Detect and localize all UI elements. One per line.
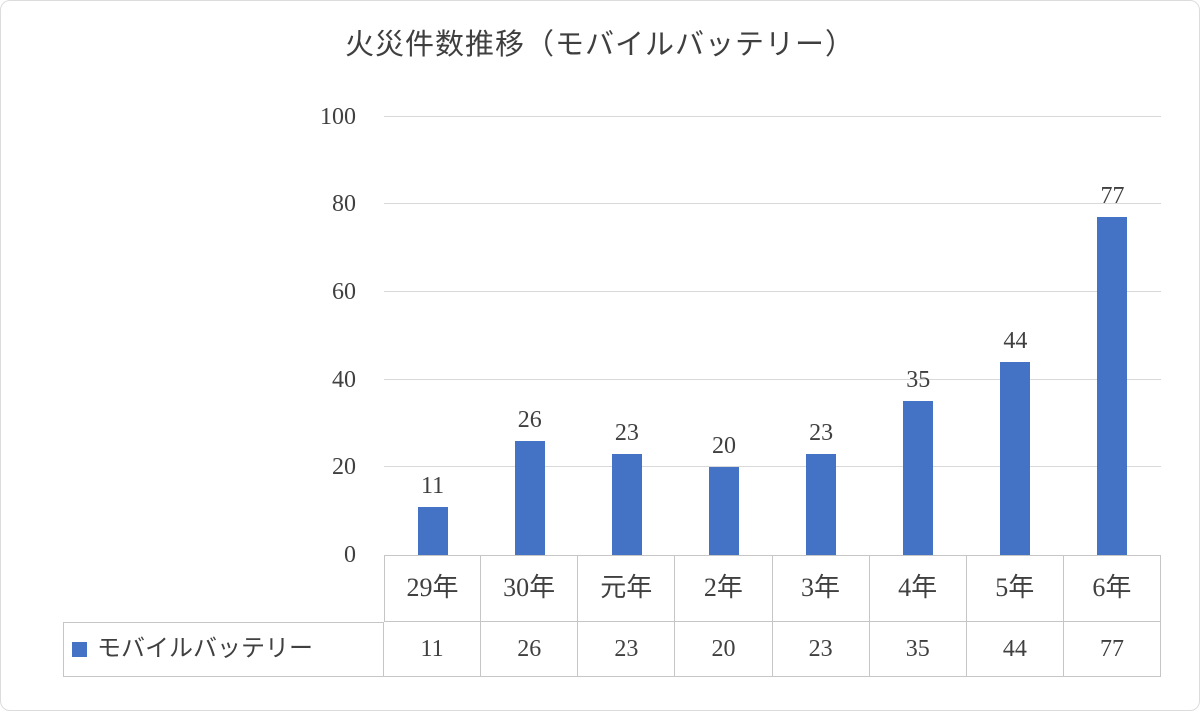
gridline bbox=[384, 115, 1161, 117]
category-label: 3年 bbox=[772, 554, 870, 622]
gridline bbox=[384, 203, 1161, 205]
y-tick-label: 80 bbox=[332, 191, 356, 218]
bar bbox=[903, 401, 934, 555]
category-label: 5年 bbox=[966, 554, 1064, 622]
bar-data-label: 11 bbox=[421, 472, 445, 499]
bar-data-label: 26 bbox=[517, 406, 542, 433]
table-value: 26 bbox=[481, 621, 579, 677]
table-value: 44 bbox=[966, 621, 1064, 677]
bar bbox=[806, 453, 837, 555]
table-value: 20 bbox=[675, 621, 773, 677]
plot-row: 0 20 40 60 80 100 11 26 23 20 23 35 44 77 bbox=[63, 105, 1161, 567]
bar bbox=[611, 453, 642, 555]
bar-column: 23 bbox=[773, 117, 870, 555]
table-value: 35 bbox=[869, 621, 967, 677]
table-corner-empty bbox=[63, 555, 384, 622]
data-table: 29年 30年 元年 2年 3年 4年 5年 6年 モバイルバッテリー 11 26 23 20 23 35 4… bbox=[63, 554, 1161, 677]
bar-data-label: 23 bbox=[809, 419, 834, 446]
y-axis: 0 20 40 60 80 100 bbox=[63, 105, 384, 567]
y-tick-label: 100 bbox=[320, 103, 356, 130]
bar bbox=[708, 467, 739, 555]
y-tick-label: 0 bbox=[344, 541, 356, 568]
table-value: 77 bbox=[1063, 621, 1161, 677]
gridline bbox=[384, 290, 1161, 292]
legend-swatch-icon bbox=[72, 641, 87, 657]
gridline bbox=[384, 378, 1161, 380]
category-label: 30年 bbox=[481, 554, 579, 622]
bar-column: 77 bbox=[1064, 117, 1161, 555]
chart-title: 火災件数推移（モバイルバッテリー） bbox=[344, 29, 855, 61]
bar bbox=[1000, 361, 1031, 555]
category-label: 2年 bbox=[675, 554, 773, 622]
category-label: 元年 bbox=[578, 554, 676, 622]
table-value: 11 bbox=[384, 621, 482, 677]
bar bbox=[514, 440, 545, 555]
chart-body: 0 20 40 60 80 100 11 26 23 20 23 35 44 77 29年 30年 元年 2年… bbox=[63, 105, 1161, 677]
bar-column: 44 bbox=[967, 117, 1064, 555]
y-tick-label: 60 bbox=[332, 278, 356, 305]
table-value: 23 bbox=[578, 621, 676, 677]
bar-column: 26 bbox=[481, 117, 578, 555]
bar-data-label: 77 bbox=[1100, 183, 1125, 210]
gridline bbox=[384, 466, 1161, 468]
bar-column: 35 bbox=[870, 117, 967, 555]
category-label: 6年 bbox=[1063, 554, 1161, 622]
table-value: 23 bbox=[772, 621, 870, 677]
bar-column: 20 bbox=[675, 117, 772, 555]
legend-cell: モバイルバッテリー bbox=[63, 621, 384, 677]
y-tick-label: 20 bbox=[332, 454, 356, 481]
bar-data-label: 23 bbox=[614, 419, 639, 446]
bar bbox=[1097, 217, 1128, 555]
bar-data-label: 20 bbox=[711, 433, 736, 460]
category-label: 29年 bbox=[384, 554, 482, 622]
bar-column: 23 bbox=[578, 117, 675, 555]
legend-series-name: モバイルバッテリー bbox=[97, 636, 313, 663]
plot-area: 11 26 23 20 23 35 44 77 bbox=[384, 115, 1161, 555]
bar-data-label: 44 bbox=[1003, 327, 1028, 354]
bar bbox=[417, 506, 448, 555]
y-tick-label: 40 bbox=[332, 366, 356, 393]
bar-column: 11 bbox=[384, 117, 481, 555]
category-label: 4年 bbox=[869, 554, 967, 622]
bar-data-label: 35 bbox=[906, 367, 931, 394]
bar-series: 11 26 23 20 23 35 44 77 bbox=[384, 117, 1161, 555]
